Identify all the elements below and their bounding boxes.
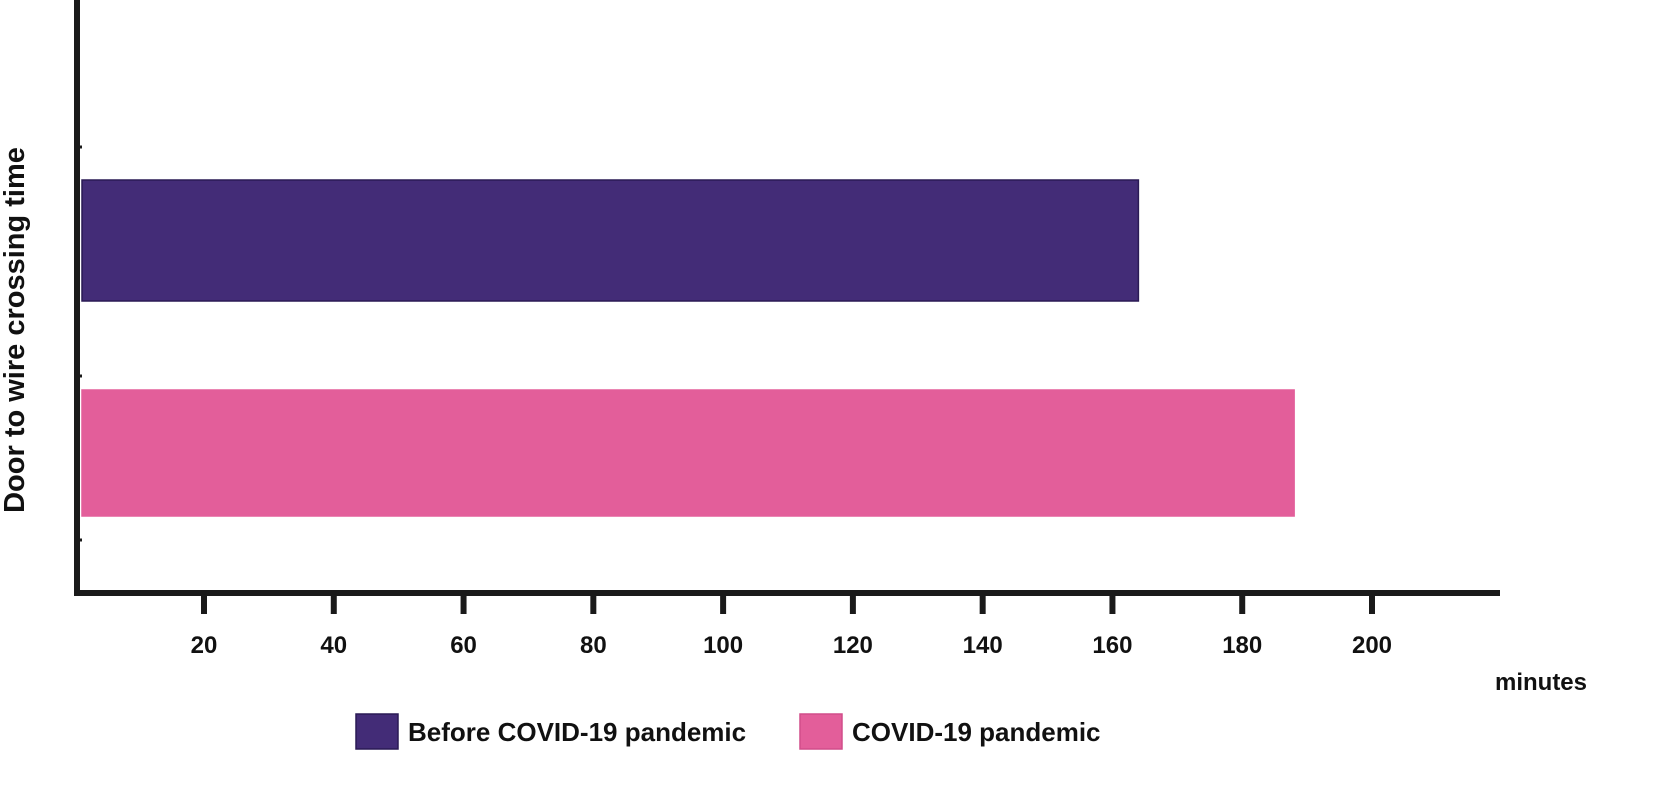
legend-label-covid: COVID-19 pandemic — [852, 717, 1101, 747]
x-tick-label: 20 — [191, 632, 218, 659]
x-tick-label: 200 — [1352, 632, 1392, 659]
x-tick-label: 120 — [833, 632, 873, 659]
bar-covid — [81, 389, 1295, 517]
x-tick-label: 100 — [703, 632, 743, 659]
x-axis-unit-label: minutes — [1495, 669, 1587, 696]
legend: Before COVID-19 pandemic COVID-19 pandem… — [355, 713, 1101, 750]
legend-swatch-before-covid — [355, 713, 399, 750]
x-tick-label: 160 — [1092, 632, 1132, 659]
y-axis-title: Door to wire crossing time — [0, 147, 31, 513]
legend-label-before-covid: Before COVID-19 pandemic — [408, 717, 746, 747]
bar-before-covid — [81, 179, 1140, 302]
x-ticks-layer: 20 40 60 80 100 120 140 160 180 200 — [191, 593, 1392, 659]
legend-swatch-covid — [799, 713, 843, 750]
x-tick-label: 180 — [1222, 632, 1262, 659]
x-tick-label: 60 — [450, 632, 477, 659]
bars-layer — [81, 179, 1295, 517]
x-tick-label: 140 — [963, 632, 1003, 659]
axes-layer — [74, 0, 1500, 596]
x-tick-label: 80 — [580, 632, 607, 659]
x-tick-label: 40 — [320, 632, 347, 659]
